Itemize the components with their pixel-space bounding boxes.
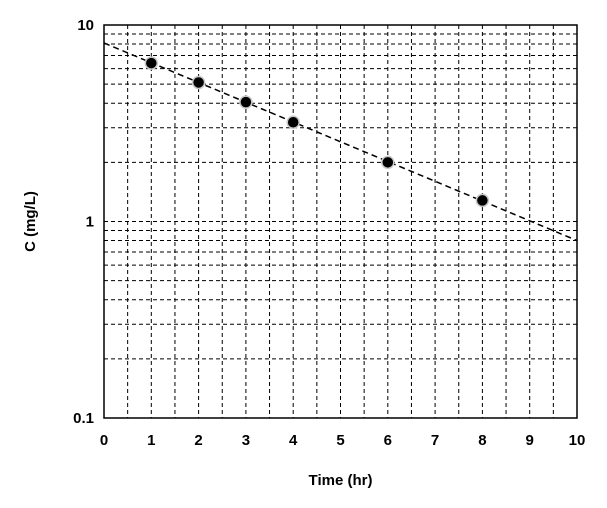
x-tick-labels: 0 1 2 3 4 5 6 7 8 9 10 xyxy=(100,432,586,449)
y-axis-title: C (mg/L) xyxy=(22,191,39,252)
x-axis-title: Time (hr) xyxy=(309,472,373,489)
trendline xyxy=(103,42,578,242)
y-tick-labels: 0.1 1 10 xyxy=(73,17,94,427)
x-tick-label: 4 xyxy=(289,432,298,449)
x-tick-label: 10 xyxy=(569,432,586,449)
data-point xyxy=(286,115,300,129)
x-tick-label: 6 xyxy=(384,432,392,449)
data-point xyxy=(475,193,490,208)
x-tick-label: 0 xyxy=(100,432,108,449)
x-tick-label: 2 xyxy=(194,432,202,449)
x-tick-label: 9 xyxy=(526,432,534,449)
data-point xyxy=(381,155,395,170)
x-tick-label: 3 xyxy=(242,432,250,449)
x-tick-label: 7 xyxy=(431,432,439,449)
y-tick-label: 1 xyxy=(86,214,94,231)
x-tick-label: 8 xyxy=(478,432,486,449)
x-tick-label: 5 xyxy=(336,432,344,449)
data-point xyxy=(191,75,206,90)
data-point xyxy=(239,95,253,109)
trendline-layer xyxy=(103,42,578,242)
x-tick-label: 1 xyxy=(147,432,155,449)
y-tick-label: 10 xyxy=(77,17,94,34)
data-points xyxy=(144,56,490,208)
plot-frame xyxy=(103,24,578,419)
data-point xyxy=(144,56,159,70)
grid xyxy=(104,25,577,418)
y-tick-label: 0.1 xyxy=(73,410,94,427)
